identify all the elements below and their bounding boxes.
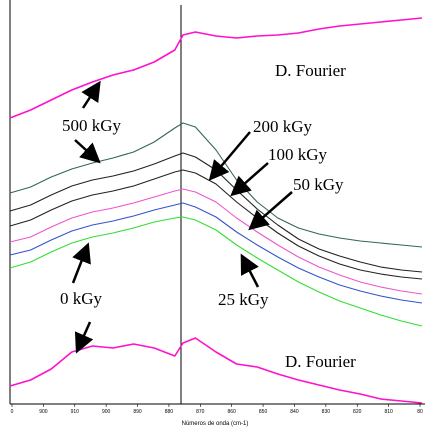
series-line-4 [9,152,423,273]
arrow-25-kgy [240,253,260,288]
annotation-0-kgy: 0 kGy [60,289,103,308]
x-tick-label: 860 [228,409,237,415]
x-tick-label: 830 [322,409,331,415]
x-tick-label: 890 [133,409,142,415]
annotation-25-kgy: 25 kGy [218,290,269,309]
series-layer [9,17,423,404]
x-tick-label: 900 [39,409,48,415]
arrow-500-kgy-down [74,139,101,164]
arrow-100-kgy [230,162,269,197]
arrow-d-fourier-bottom [74,321,94,354]
annotation-d-fourier-top: D. Fourier [275,61,346,80]
x-tick-label: 810 [384,409,393,415]
annotation-100-kgy: 100 kGy [268,145,328,164]
arrow-500-kgy-up [81,80,101,109]
series-line-0 [9,216,423,327]
x-tick-label: 870 [196,409,205,415]
series-line-7 [9,337,423,404]
x-tick-label: 850 [259,409,268,415]
annotation-50-kgy: 50 kGy [293,175,344,194]
annotation-200-kgy: 200 kGy [253,117,313,136]
x-tick-label: 910 [71,409,80,415]
series-line-5 [9,122,423,248]
series-line-2 [9,188,423,295]
arrow-50-kgy [248,191,293,231]
x-tick-layer: 0 900 910 900 890 880 870 860 850 840 830 820 810 80 [11,404,423,415]
series-line-6 [9,17,423,119]
annotation-d-fourier-bottom: D. Fourier [285,352,356,371]
x-axis-label: Números de onda (cm-1) [182,421,249,427]
x-tick-label: 880 [165,409,174,415]
arrow-0-kgy [71,242,91,284]
arrow-200-kgy [208,131,251,181]
series-line-1 [9,202,423,304]
annotation-500-kgy: 500 kGy [62,116,122,135]
x-tick-label: 840 [290,409,299,415]
x-tick-label: 900 [102,409,111,415]
x-tick-label: 820 [353,409,362,415]
series-line-3 [9,169,423,280]
x-tick-label: 0 [11,409,14,415]
x-tick-label: 80 [417,409,423,415]
